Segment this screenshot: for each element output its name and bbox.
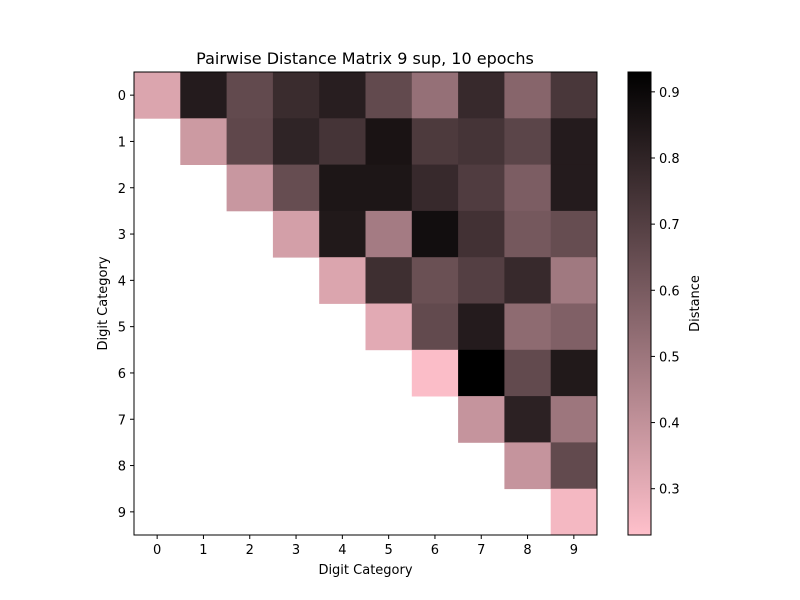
colorbar-tick-label: 0.6 (659, 284, 680, 299)
colorbar-label: Distance (688, 275, 703, 332)
x-tick-label: 3 (292, 543, 300, 558)
heatmap-cell-3-9 (550, 210, 598, 258)
heatmap-cell-0-9 (550, 72, 598, 119)
y-tick-label: 7 (118, 413, 126, 428)
heatmap-cell-3-8 (504, 210, 552, 258)
heatmap-cell-7-9 (550, 396, 598, 443)
heatmap-cell-3-7 (458, 210, 505, 258)
x-tick-label: 4 (338, 543, 346, 558)
x-tick-label: 5 (385, 543, 393, 558)
y-axis-label: Digit Category (96, 256, 111, 350)
heatmap-cell-9-9 (550, 488, 598, 536)
heatmap-cells (134, 72, 598, 536)
heatmap-cell-5-5 (365, 303, 413, 351)
heatmap-cell-5-6 (411, 303, 459, 351)
chart-title: Pairwise Distance Matrix 9 sup, 10 epoch… (196, 49, 534, 68)
heatmap-cell-4-4 (319, 257, 366, 304)
heatmap-cell-3-5 (365, 210, 413, 258)
colorbar-tick-label: 0.8 (659, 152, 680, 167)
heatmap-cell-8-9 (550, 442, 598, 490)
heatmap-cell-0-6 (411, 72, 459, 119)
heatmap-cell-1-7 (458, 118, 505, 165)
x-tick-label: 7 (477, 543, 485, 558)
x-axis-ticks: 0 1 2 3 4 5 6 7 8 9 (153, 535, 578, 558)
heatmap-cell-6-8 (504, 349, 552, 397)
heatmap-cell-2-6 (411, 164, 459, 212)
y-tick-label: 9 (118, 506, 126, 521)
heatmap-cell-2-5 (365, 164, 413, 212)
y-tick-label: 4 (118, 274, 126, 289)
heatmap-cell-8-8 (504, 442, 552, 490)
colorbar-tick-label: 0.3 (659, 483, 680, 498)
x-axis-label: Digit Category (318, 563, 412, 578)
heatmap-cell-0-8 (504, 72, 552, 119)
x-tick-label: 2 (246, 543, 254, 558)
heatmap-cell-1-6 (411, 118, 459, 165)
heatmap-cell-2-7 (458, 164, 505, 212)
colorbar-tick-label: 0.4 (659, 417, 680, 432)
heatmap-cell-1-9 (550, 118, 598, 165)
heatmap-cell-4-5 (365, 257, 413, 304)
heatmap-cell-1-8 (504, 118, 552, 165)
heatmap-cell-1-4 (319, 118, 366, 165)
heatmap-cell-0-2 (226, 72, 274, 119)
y-tick-label: 2 (118, 182, 126, 197)
heatmap-cell-1-2 (226, 118, 274, 165)
heatmap-cell-5-7 (458, 303, 505, 351)
heatmap-cell-6-7 (458, 349, 505, 397)
heatmap-cell-4-9 (550, 257, 598, 304)
heatmap-cell-7-8 (504, 396, 552, 443)
heatmap-cell-1-1 (180, 118, 227, 165)
heatmap-cell-4-8 (504, 257, 552, 304)
heatmap-cell-0-5 (365, 72, 413, 119)
heatmap-cell-2-8 (504, 164, 552, 212)
x-tick-label: 6 (431, 543, 439, 558)
heatmap-cell-4-7 (458, 257, 505, 304)
heatmap-cell-6-9 (550, 349, 598, 397)
heatmap-cell-7-7 (458, 396, 505, 443)
heatmap-cell-2-9 (550, 164, 598, 212)
colorbar-tick-label: 0.7 (659, 218, 680, 233)
x-tick-label: 8 (523, 543, 531, 558)
heatmap-cell-6-6 (411, 349, 459, 397)
heatmap-cell-5-8 (504, 303, 552, 351)
y-tick-label: 8 (118, 460, 126, 475)
heatmap-cell-5-9 (550, 303, 598, 351)
heatmap-cell-0-1 (180, 72, 227, 119)
colorbar (627, 71, 652, 536)
y-tick-label: 6 (118, 367, 126, 382)
heatmap-cell-4-6 (411, 257, 459, 304)
heatmap-cell-0-4 (319, 72, 366, 119)
heatmap-cell-3-3 (272, 210, 320, 258)
heatmap-cell-1-5 (365, 118, 413, 165)
heatmap-cell-0-3 (272, 72, 320, 119)
heatmap-cell-2-4 (319, 164, 366, 212)
colorbar-tick-label: 0.9 (659, 86, 680, 101)
y-tick-label: 1 (118, 135, 126, 150)
y-tick-label: 0 (118, 89, 126, 104)
y-axis-ticks: 0 1 2 3 4 5 6 7 8 9 (118, 89, 134, 521)
y-tick-label: 5 (118, 321, 126, 336)
heatmap-cell-3-4 (319, 210, 366, 258)
heatmap-cell-1-3 (272, 118, 320, 165)
heatmap-cell-0-7 (458, 72, 505, 119)
plot-frame (133, 71, 598, 536)
x-tick-label: 1 (199, 543, 207, 558)
colorbar-tick-label: 0.5 (659, 350, 680, 365)
heatmap-cell-2-2 (226, 164, 274, 212)
x-tick-label: 9 (570, 543, 578, 558)
x-tick-label: 0 (153, 543, 161, 558)
heatmap-cell-3-6 (411, 210, 459, 258)
colorbar-ticks: 0.3 0.4 0.5 0.6 0.7 0.8 0.9 (651, 86, 680, 498)
heatmap-cell-2-3 (272, 164, 320, 212)
heatmap-cell-0-0 (134, 72, 181, 119)
y-tick-label: 3 (118, 228, 126, 243)
